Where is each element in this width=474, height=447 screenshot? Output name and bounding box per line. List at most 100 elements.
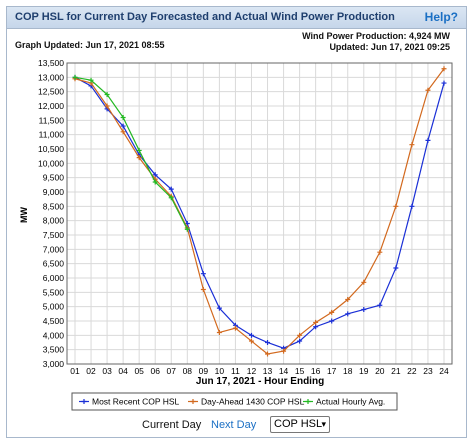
y-tick-label: 4,000 [43, 330, 65, 340]
x-tick-label: 03 [102, 366, 112, 376]
data-point-most-recent-cop-hsl [345, 311, 351, 317]
title-bar: COP HSL for Current Day Forecasted and A… [7, 7, 466, 29]
data-point-day-ahead-1430-cop-hsl [120, 129, 126, 135]
x-tick-label: 10 [215, 366, 225, 376]
data-point-actual-hourly-avg [136, 147, 142, 153]
data-point-day-ahead-1430-cop-hsl [104, 103, 110, 109]
data-point-most-recent-cop-hsl [409, 203, 415, 209]
chevron-down-icon: ▾ [321, 419, 326, 429]
y-tick-label: 9,000 [43, 187, 65, 197]
legend-label: Day-Ahead 1430 COP HSL [201, 397, 305, 407]
x-tick-label: 08 [183, 366, 193, 376]
y-tick-label: 13,500 [38, 58, 64, 68]
x-tick-label: 07 [167, 366, 177, 376]
x-tick-label: 12 [247, 366, 257, 376]
data-point-actual-hourly-avg [152, 179, 158, 185]
help-link[interactable]: Help? [424, 10, 458, 24]
x-tick-label: 06 [150, 366, 160, 376]
data-point-actual-hourly-avg [120, 114, 126, 120]
y-tick-label: 7,000 [43, 244, 65, 254]
y-tick-label: 3,500 [43, 345, 65, 355]
y-tick-label: 12,000 [38, 101, 64, 111]
data-point-actual-hourly-avg [168, 195, 174, 201]
x-tick-label: 20 [375, 366, 385, 376]
data-point-day-ahead-1430-cop-hsl [345, 297, 351, 302]
series-select[interactable]: COP HSL ▾ [270, 416, 330, 433]
data-point-day-ahead-1430-cop-hsl [377, 249, 383, 255]
series-line-most-recent-cop-hsl [74, 76, 445, 349]
data-point-day-ahead-1430-cop-hsl [329, 309, 335, 315]
y-tick-label: 9,500 [43, 173, 65, 183]
y-tick-label: 11,000 [39, 130, 65, 140]
data-point-actual-hourly-avg [72, 74, 78, 80]
x-tick-label: 17 [327, 366, 337, 376]
plot-area [66, 62, 453, 365]
data-point-most-recent-cop-hsl [120, 123, 126, 129]
data-point-actual-hourly-avg [88, 77, 94, 83]
data-point-most-recent-cop-hsl [313, 324, 319, 330]
x-tick-label: 22 [407, 366, 417, 376]
data-point-most-recent-cop-hsl [297, 338, 303, 344]
y-tick-label: 6,000 [43, 273, 65, 283]
x-tick-label: 18 [343, 366, 353, 376]
data-point-most-recent-cop-hsl [393, 265, 399, 271]
production-updated: Updated: Jun 17, 2021 09:25 [329, 42, 450, 52]
y-tick-label: 3,000 [43, 359, 65, 369]
y-tick-label: 7,500 [43, 230, 65, 240]
data-point-most-recent-cop-hsl [361, 307, 367, 313]
legend: Most Recent COP HSL Day-Ahead 1430 COP HS… [71, 392, 398, 411]
chart-grid [66, 62, 453, 365]
y-axis-ticks: 3,000 3,500 4,000 4,500 5,000 5,500 6,000 6,500… [38, 58, 64, 369]
next-day-link[interactable]: Next Day [211, 419, 257, 431]
legend-label: Actual Hourly Avg. [316, 397, 385, 407]
x-tick-label: 16 [311, 366, 321, 376]
data-point-day-ahead-1430-cop-hsl [409, 142, 415, 148]
current-day-label: Current Day [142, 419, 202, 431]
data-point-most-recent-cop-hsl [265, 340, 271, 345]
data-point-day-ahead-1430-cop-hsl [393, 203, 399, 209]
x-tick-label: 11 [231, 366, 240, 376]
production-info: Wind Power Production: 4,924 MW Updated:… [302, 31, 450, 53]
data-point-day-ahead-1430-cop-hsl [313, 319, 319, 325]
data-point-most-recent-cop-hsl [168, 186, 174, 192]
x-tick-label: 01 [70, 366, 80, 376]
x-tick-label: 21 [391, 366, 401, 376]
x-tick-label: 24 [439, 366, 449, 376]
controls-bar: Current Day Next Day COP HSL ▾ [0, 416, 474, 440]
data-point-day-ahead-1430-cop-hsl [232, 325, 238, 331]
data-point-most-recent-cop-hsl [377, 302, 383, 308]
y-tick-label: 6,500 [43, 259, 65, 269]
y-tick-label: 12,500 [38, 87, 64, 97]
data-point-day-ahead-1430-cop-hsl [441, 66, 447, 72]
x-tick-label: 05 [134, 366, 144, 376]
production-value: Wind Power Production: 4,924 MW [302, 31, 450, 41]
plot-border [66, 62, 453, 365]
x-tick-label: 13 [263, 366, 273, 376]
chart-series [72, 66, 447, 357]
legend-swatch-marker [190, 399, 196, 404]
x-tick-label: 15 [295, 366, 305, 376]
y-tick-label: 8,500 [43, 201, 65, 211]
widget-title: COP HSL for Current Day Forecasted and A… [15, 11, 395, 23]
y-tick-label: 5,000 [43, 302, 65, 312]
x-tick-label: 14 [279, 366, 289, 376]
data-point-most-recent-cop-hsl [200, 271, 206, 277]
y-tick-label: 13,000 [38, 72, 64, 82]
y-tick-label: 10,500 [38, 144, 64, 154]
x-tick-label: 02 [86, 366, 96, 376]
x-axis-label: Jun 17, 2021 - Hour Ending [196, 376, 324, 387]
legend-label: Most Recent COP HSL [92, 397, 180, 407]
data-point-actual-hourly-avg [104, 92, 110, 98]
y-tick-label: 11,500 [39, 115, 65, 125]
data-point-most-recent-cop-hsl [248, 332, 254, 338]
data-point-day-ahead-1430-cop-hsl [281, 348, 287, 354]
data-point-day-ahead-1430-cop-hsl [248, 338, 254, 344]
data-point-day-ahead-1430-cop-hsl [361, 279, 367, 285]
x-axis-ticks: 01 02 03 04 05 06 07 08 09 10 11 12 13 14 15 16 17 18 19 20… [70, 366, 449, 376]
y-tick-label: 5,500 [43, 287, 65, 297]
y-tick-label: 8,000 [43, 216, 65, 226]
data-point-most-recent-cop-hsl [216, 305, 222, 311]
x-tick-label: 23 [423, 366, 433, 376]
series-select-value: COP HSL [274, 418, 323, 430]
